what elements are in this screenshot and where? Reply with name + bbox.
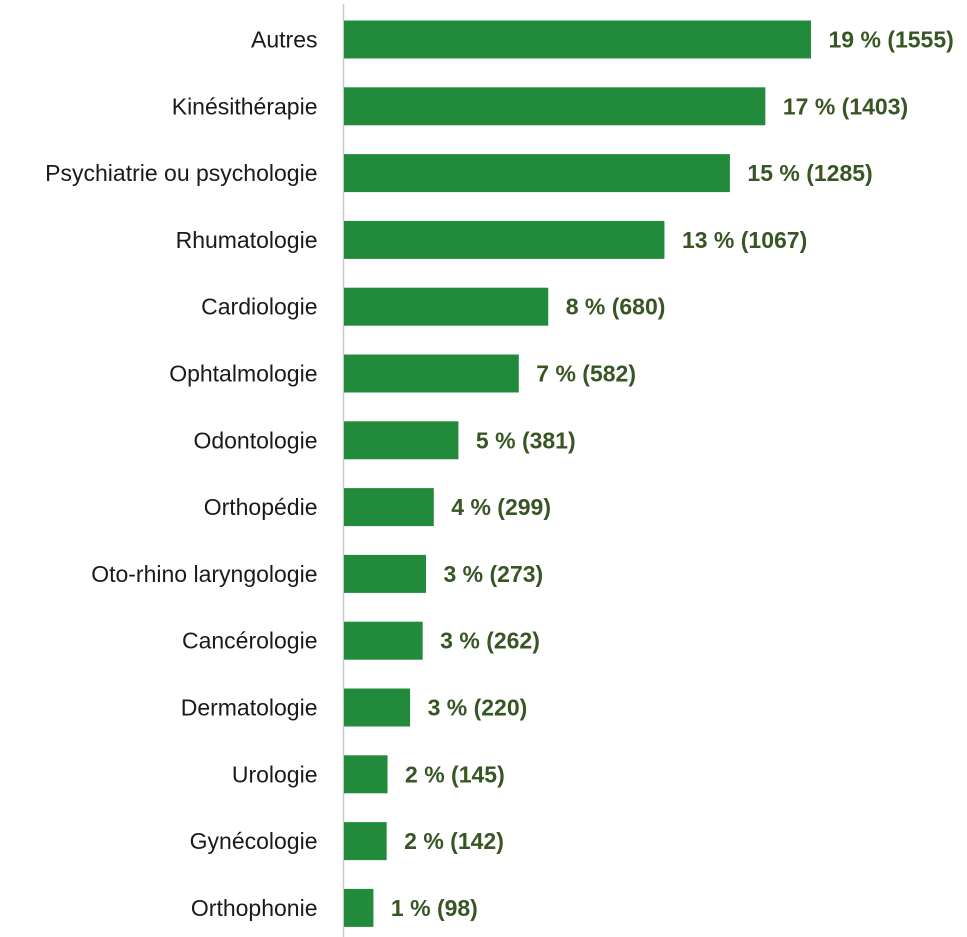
data-label: 3 % (220) bbox=[428, 695, 528, 721]
data-label: 2 % (142) bbox=[404, 828, 504, 854]
data-label: 13 % (1067) bbox=[682, 227, 807, 253]
category-label: Cardiologie bbox=[201, 294, 317, 320]
category-label: Dermatologie bbox=[181, 695, 318, 721]
category-labels-group: Autres Kinésithérapie Psychiatrie ou psych… bbox=[45, 27, 317, 921]
data-label: 8 % (680) bbox=[566, 294, 666, 320]
bar-10 bbox=[344, 688, 411, 727]
bar-4 bbox=[344, 287, 549, 326]
category-label: Oto-rhino laryngologie bbox=[91, 561, 317, 587]
data-label: 3 % (262) bbox=[440, 628, 540, 654]
category-label: Gynécologie bbox=[190, 828, 318, 854]
category-label: Orthophonie bbox=[191, 895, 318, 921]
data-label: 4 % (299) bbox=[451, 494, 551, 520]
bar-7 bbox=[344, 488, 434, 527]
category-label: Ophtalmologie bbox=[169, 361, 317, 387]
bar-1 bbox=[344, 87, 766, 126]
data-label: 15 % (1285) bbox=[747, 160, 872, 186]
bar-6 bbox=[344, 421, 459, 460]
category-label: Rhumatologie bbox=[176, 227, 318, 253]
bar-5 bbox=[344, 354, 519, 393]
bar-13 bbox=[344, 888, 374, 927]
category-label: Cancérologie bbox=[182, 628, 318, 654]
data-label: 3 % (273) bbox=[443, 561, 543, 587]
data-label: 17 % (1403) bbox=[783, 93, 908, 119]
bars-group bbox=[344, 20, 811, 927]
category-label: Psychiatrie ou psychologie bbox=[45, 160, 317, 186]
data-label: 7 % (582) bbox=[536, 361, 636, 387]
category-label: Odontologie bbox=[193, 427, 317, 453]
data-label: 1 % (98) bbox=[391, 895, 478, 921]
bar-11 bbox=[344, 755, 388, 794]
data-label: 5 % (381) bbox=[476, 427, 576, 453]
data-label: 19 % (1555) bbox=[829, 27, 954, 53]
category-label: Autres bbox=[251, 27, 317, 53]
bar-2 bbox=[344, 154, 730, 193]
bar-3 bbox=[344, 220, 665, 259]
category-label: Urologie bbox=[232, 761, 318, 787]
bar-0 bbox=[344, 20, 811, 59]
category-label: Orthopédie bbox=[204, 494, 318, 520]
category-label: Kinésithérapie bbox=[172, 93, 318, 119]
data-label: 2 % (145) bbox=[405, 761, 505, 787]
bar-9 bbox=[344, 621, 423, 660]
bar-12 bbox=[344, 822, 387, 861]
data-labels-group: 19 % (1555) 17 % (1403) 15 % (1285) 13 % (1… bbox=[391, 27, 954, 921]
bar-8 bbox=[344, 554, 426, 593]
